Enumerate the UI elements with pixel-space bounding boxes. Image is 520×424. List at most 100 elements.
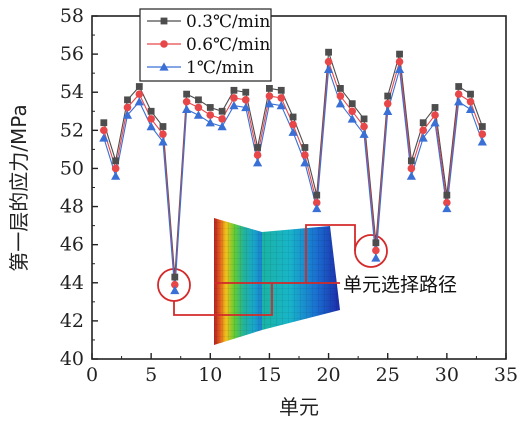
- data-point-series-2: [146, 121, 156, 131]
- data-point-series-2: [122, 110, 133, 119]
- data-point-series-2: [276, 100, 286, 110]
- y-tick-label: 54: [60, 81, 84, 103]
- x-tick-label: 30: [435, 364, 459, 386]
- data-point-series-2: [205, 118, 215, 127]
- data-point-series-0: [100, 119, 108, 127]
- data-point-series-0: [230, 86, 238, 94]
- data-point-series-2: [182, 104, 192, 114]
- x-tick-label: 0: [86, 364, 98, 386]
- data-point-series-0: [467, 90, 474, 98]
- legend-swatch-marker: [160, 40, 168, 48]
- data-point-series-1: [383, 99, 392, 108]
- y-tick-label: 58: [60, 5, 84, 27]
- data-point-series-1: [111, 164, 120, 173]
- data-point-series-0: [124, 96, 131, 104]
- data-point-series-0: [218, 107, 226, 115]
- data-point-series-0: [455, 83, 463, 90]
- y-tick-label: 52: [60, 119, 84, 141]
- data-point-series-1: [419, 126, 428, 135]
- data-point-series-1: [312, 198, 321, 207]
- data-point-series-0: [372, 239, 380, 247]
- data-point-series-1: [443, 198, 451, 207]
- data-point-series-2: [454, 97, 464, 106]
- data-point-series-2: [335, 99, 345, 108]
- data-point-series-1: [372, 246, 380, 255]
- data-point-series-0: [443, 191, 451, 199]
- y-tick-label: 50: [60, 157, 84, 179]
- data-point-series-2: [371, 253, 381, 262]
- data-point-series-0: [431, 104, 439, 111]
- x-tick-label: 5: [145, 364, 157, 386]
- data-point-series-1: [466, 97, 475, 106]
- legend: 0.3℃/min 0.6℃/min 1℃/min: [139, 8, 272, 82]
- data-point-series-0: [159, 123, 167, 130]
- data-point-series-1: [301, 151, 309, 159]
- y-tick-label: 46: [60, 234, 84, 256]
- data-point-series-2: [359, 129, 369, 138]
- y-axis-title: 第一层的应力/MPa: [7, 104, 31, 271]
- data-point-series-1: [206, 111, 215, 119]
- data-point-series-0: [254, 144, 261, 151]
- x-tick-label: 15: [257, 364, 281, 386]
- data-point-series-2: [383, 106, 393, 115]
- x-tick-label: 35: [494, 364, 518, 386]
- data-point-series-0: [242, 88, 250, 96]
- data-point-series-0: [206, 104, 214, 111]
- highlight-circle-right: [354, 234, 388, 268]
- data-point-series-2: [406, 171, 416, 180]
- data-point-series-1: [194, 103, 203, 112]
- data-point-series-0: [289, 113, 297, 121]
- data-point-series-1: [360, 122, 368, 131]
- data-point-series-2: [323, 64, 334, 74]
- data-point-series-2: [300, 158, 310, 167]
- data-point-series-1: [253, 151, 262, 159]
- data-point-series-0: [301, 144, 309, 151]
- data-point-series-0: [325, 48, 332, 56]
- data-point-series-1: [289, 120, 297, 129]
- data-point-series-1: [348, 107, 357, 116]
- y-tick-label: 44: [60, 272, 84, 294]
- path-line-left: [173, 283, 273, 316]
- data-point-series-1: [159, 130, 167, 138]
- data-point-series-0: [337, 85, 344, 92]
- data-point-series-2: [442, 203, 452, 213]
- data-point-series-0: [313, 191, 321, 199]
- data-point-series-2: [312, 203, 322, 213]
- y-tick-label: 42: [60, 310, 84, 332]
- data-point-series-1: [277, 94, 286, 102]
- path-line-right: [305, 224, 356, 283]
- data-point-series-0: [266, 85, 273, 92]
- legend-label: 1℃/min: [186, 58, 254, 78]
- x-tick-label: 20: [316, 364, 340, 386]
- x-tick-label: 25: [376, 364, 400, 386]
- y-tick-label: 48: [60, 196, 84, 218]
- x-axis-title: 单元: [279, 395, 319, 419]
- data-point-series-0: [183, 90, 191, 98]
- data-point-series-2: [253, 158, 263, 167]
- data-point-series-1: [454, 90, 463, 98]
- data-point-series-0: [407, 157, 415, 165]
- mesh-inset-image: [214, 218, 340, 345]
- data-point-series-2: [347, 114, 357, 123]
- data-point-series-1: [123, 103, 132, 112]
- data-point-series-2: [241, 102, 251, 112]
- legend-swatch-marker: [160, 17, 168, 25]
- data-point-series-2: [99, 133, 109, 142]
- data-point-series-1: [218, 115, 226, 123]
- data-point-series-0: [419, 119, 427, 127]
- data-point-series-1: [241, 96, 250, 104]
- data-point-series-2: [229, 100, 239, 110]
- data-point-series-2: [193, 110, 204, 119]
- data-point-series-2: [170, 285, 180, 295]
- data-point-series-2: [288, 127, 298, 136]
- path-annotation-label: 单元选择路径: [343, 274, 457, 296]
- data-point-series-2: [477, 137, 487, 146]
- data-point-series-1: [407, 164, 416, 173]
- data-point-series-0: [348, 100, 356, 108]
- data-point-series-2: [158, 137, 168, 146]
- axis-ticks: [91, 15, 507, 360]
- x-tick-label: 10: [198, 364, 222, 386]
- data-point-series-0: [277, 86, 285, 94]
- data-point-series-2: [134, 97, 144, 106]
